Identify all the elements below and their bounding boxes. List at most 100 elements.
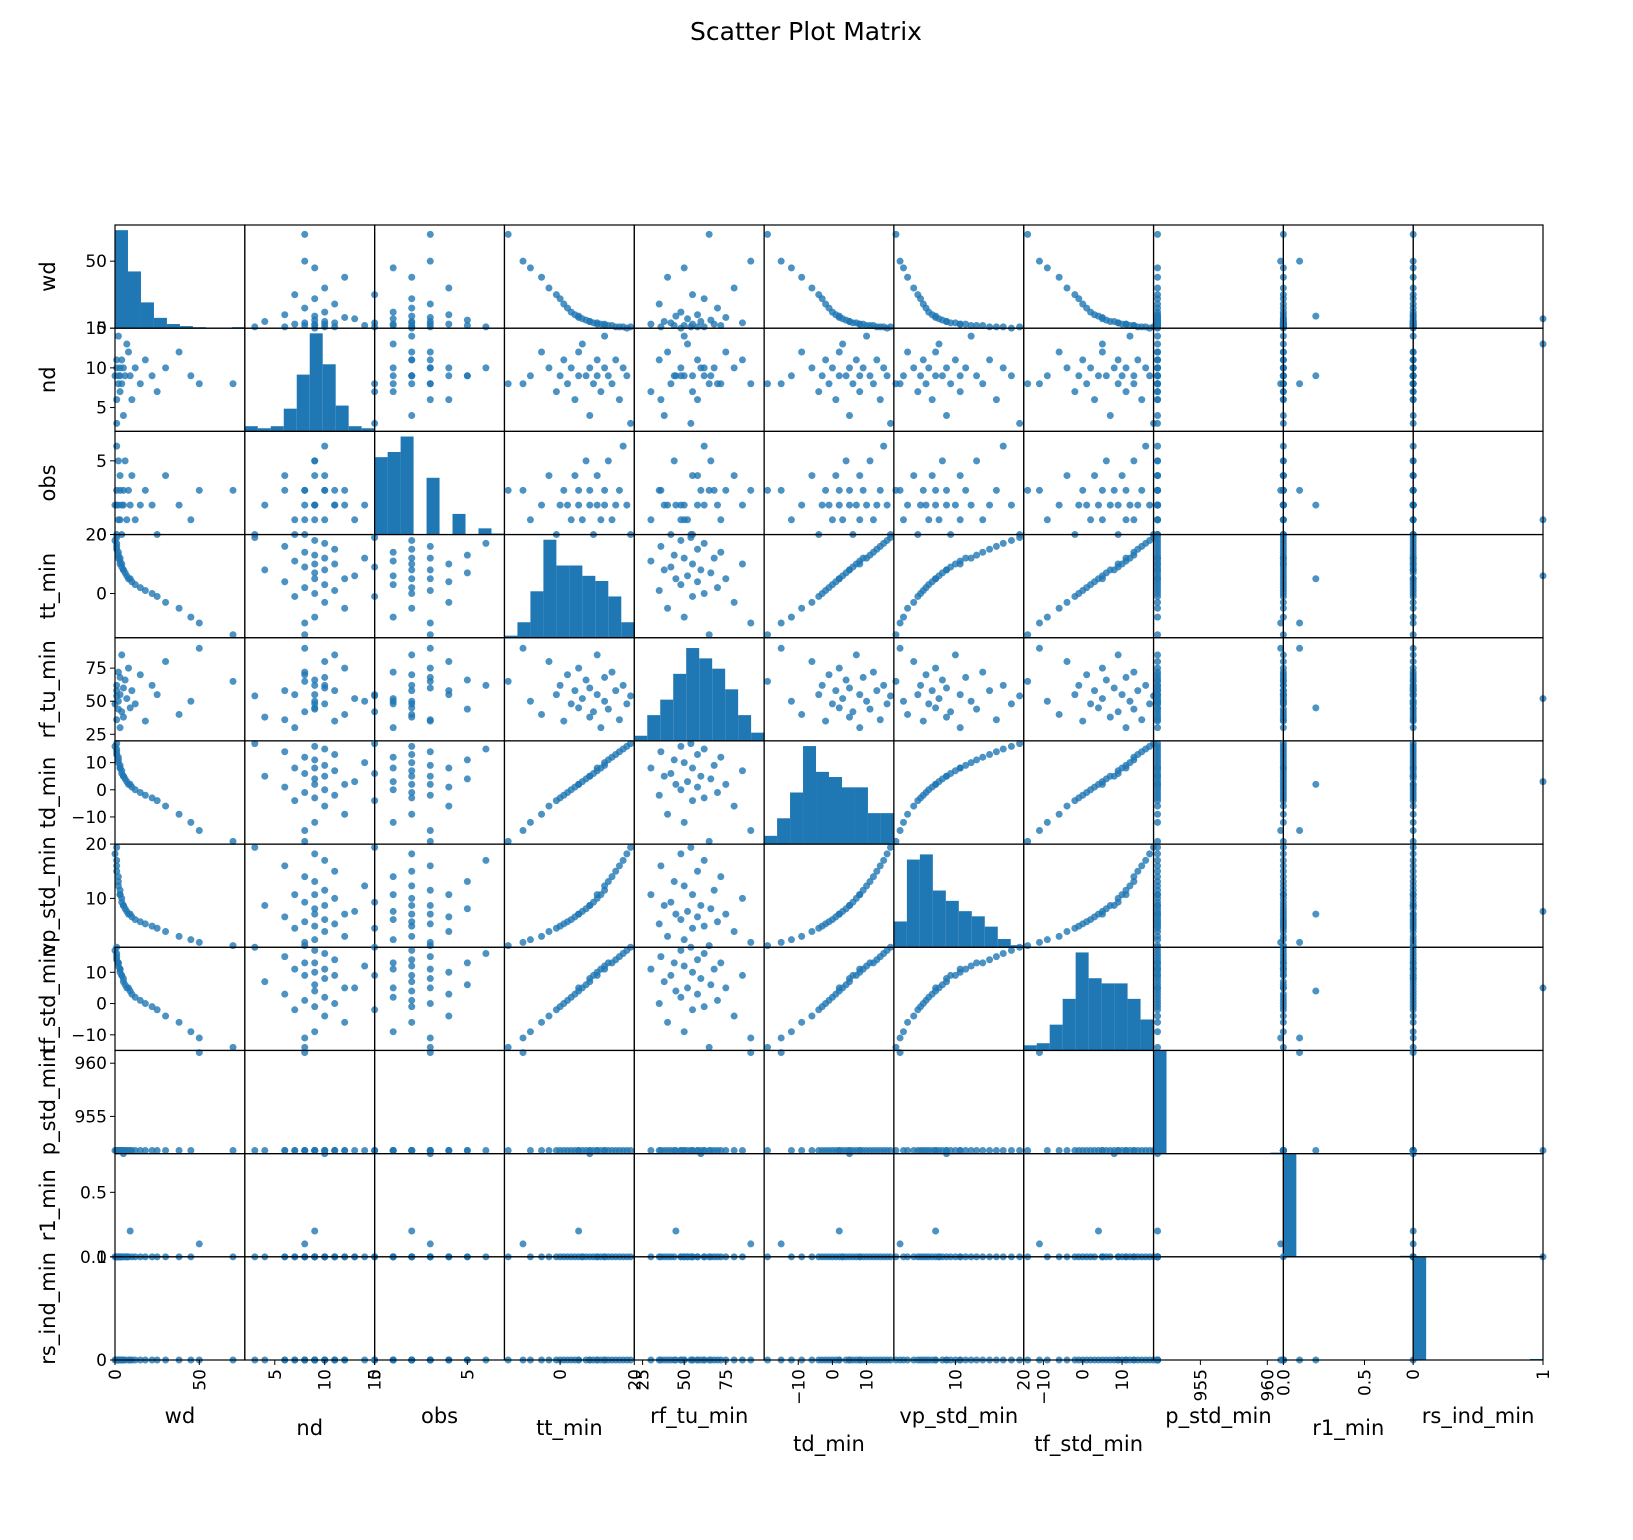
hist-bar [179, 326, 193, 329]
point [1016, 533, 1024, 541]
point [777, 380, 785, 388]
point [311, 613, 319, 621]
point [973, 457, 981, 465]
cell-frame [1152, 946, 1284, 1052]
point [700, 364, 708, 372]
point [311, 472, 319, 480]
point [700, 295, 708, 303]
point [943, 713, 951, 721]
point [1138, 862, 1146, 870]
point [389, 557, 397, 565]
point [261, 501, 269, 509]
cell-frame [893, 327, 1025, 432]
point [408, 372, 416, 380]
point [118, 651, 126, 659]
point [593, 372, 601, 380]
point [311, 569, 319, 577]
cell [503, 740, 635, 845]
point [655, 300, 663, 308]
y-tick-label: 0 [96, 995, 107, 1015]
point [845, 486, 853, 494]
cell-frame [1412, 327, 1544, 432]
point [141, 717, 149, 725]
point [787, 613, 795, 621]
point [408, 411, 416, 419]
point [1007, 501, 1015, 509]
point [684, 516, 692, 524]
point [956, 691, 964, 699]
point [677, 372, 685, 380]
point [738, 1146, 746, 1154]
point [1296, 380, 1304, 388]
point [229, 380, 237, 388]
point [463, 905, 471, 913]
hist-bar [764, 835, 778, 845]
point [301, 563, 309, 571]
point [560, 486, 568, 494]
point [657, 862, 665, 870]
point [426, 619, 434, 627]
point [586, 713, 594, 721]
point [281, 542, 289, 550]
point [677, 742, 685, 750]
point [445, 968, 453, 976]
point [697, 772, 705, 780]
point [148, 1003, 156, 1011]
point [408, 651, 416, 659]
point [835, 501, 843, 509]
point [670, 756, 678, 764]
cell-frame [1412, 1153, 1544, 1258]
point [951, 651, 959, 659]
cell [633, 1150, 765, 1261]
point [519, 1240, 527, 1248]
point [904, 604, 912, 612]
point [1130, 516, 1138, 524]
point [710, 761, 718, 769]
point [932, 1227, 940, 1235]
y-tick-label: 5 [96, 452, 107, 472]
point [935, 340, 943, 348]
point [301, 644, 309, 652]
point [408, 996, 416, 1004]
point [113, 1146, 121, 1154]
cell-frame [893, 1049, 1025, 1155]
point [722, 348, 730, 356]
point [707, 569, 715, 577]
point [195, 380, 203, 388]
point [321, 308, 329, 316]
x-tick-label: 955 [1191, 1369, 1211, 1401]
point [463, 551, 471, 559]
cell [503, 843, 635, 950]
point [873, 501, 881, 509]
point [564, 380, 572, 388]
point [311, 1003, 319, 1011]
point [896, 644, 904, 652]
cell-frame [1282, 224, 1414, 329]
point [1024, 677, 1032, 685]
point [148, 590, 156, 598]
point [925, 516, 933, 524]
point [545, 928, 553, 936]
point [389, 581, 397, 589]
point [943, 411, 951, 419]
point [389, 965, 397, 973]
point [1079, 717, 1087, 725]
cell [892, 327, 1025, 432]
point [999, 1146, 1007, 1154]
cell-frame [1412, 843, 1544, 948]
point [687, 323, 695, 331]
point [943, 501, 951, 509]
point [899, 613, 907, 621]
point [341, 664, 349, 672]
point [956, 724, 964, 732]
point [655, 791, 663, 799]
point [321, 965, 329, 973]
point [389, 548, 397, 556]
cell-frame [633, 1049, 765, 1155]
point [1296, 827, 1304, 835]
point [575, 1227, 583, 1235]
cell [1279, 1049, 1417, 1155]
point [504, 1146, 512, 1154]
point [787, 1146, 795, 1154]
cell-frame [1152, 327, 1284, 432]
